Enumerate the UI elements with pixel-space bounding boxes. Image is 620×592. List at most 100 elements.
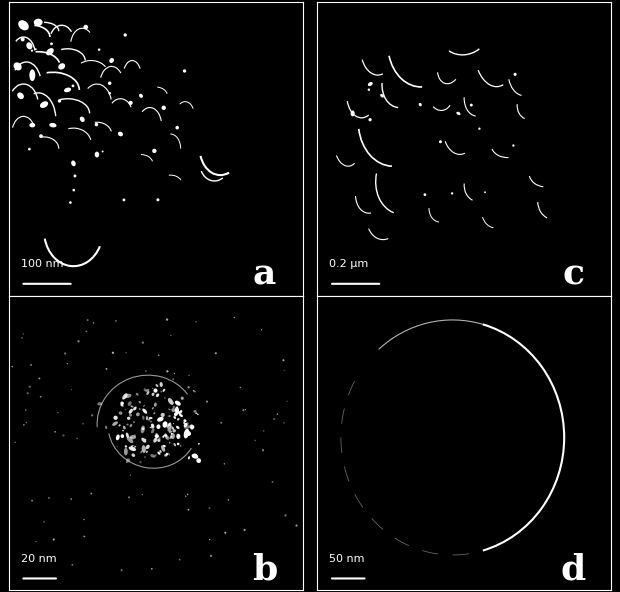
Ellipse shape [118,411,123,415]
Circle shape [188,375,190,376]
Ellipse shape [153,413,156,414]
Circle shape [185,496,187,497]
Circle shape [84,25,88,30]
Circle shape [156,433,157,435]
Ellipse shape [146,391,149,395]
Ellipse shape [192,453,197,458]
Ellipse shape [139,401,140,402]
Ellipse shape [154,403,157,407]
Ellipse shape [128,446,136,451]
Circle shape [35,48,37,50]
Circle shape [145,370,147,372]
Circle shape [283,369,285,371]
Text: b: b [252,553,277,587]
Ellipse shape [151,425,154,428]
Circle shape [112,352,114,354]
Ellipse shape [170,436,172,438]
Text: 50 nm: 50 nm [329,554,365,564]
Circle shape [512,144,515,147]
Circle shape [187,509,190,511]
Ellipse shape [155,434,159,438]
Circle shape [158,355,159,356]
Ellipse shape [151,429,154,433]
Ellipse shape [186,422,188,425]
Ellipse shape [176,433,181,439]
Ellipse shape [180,410,182,413]
Circle shape [86,331,87,332]
Circle shape [172,378,174,380]
Circle shape [43,521,45,523]
Ellipse shape [139,94,143,98]
Ellipse shape [164,434,167,437]
Text: a: a [253,258,276,292]
Ellipse shape [174,416,176,419]
Circle shape [166,370,169,372]
Ellipse shape [159,382,163,387]
Ellipse shape [161,391,162,392]
Ellipse shape [80,117,85,122]
Circle shape [470,104,473,107]
Circle shape [170,335,172,336]
Ellipse shape [126,433,129,438]
Ellipse shape [162,389,166,392]
Ellipse shape [134,434,136,437]
Ellipse shape [33,19,43,26]
Ellipse shape [153,437,157,443]
Circle shape [296,525,298,527]
Ellipse shape [143,408,147,414]
Circle shape [139,401,141,403]
Ellipse shape [162,435,164,438]
Ellipse shape [350,111,355,117]
Circle shape [102,150,104,153]
Ellipse shape [133,421,135,423]
Circle shape [29,385,31,388]
Circle shape [30,364,32,366]
Ellipse shape [184,419,187,422]
Ellipse shape [185,431,191,436]
Circle shape [151,568,153,570]
Ellipse shape [153,454,156,458]
Circle shape [172,402,174,403]
Ellipse shape [169,430,172,433]
Ellipse shape [188,456,190,459]
Circle shape [67,363,68,364]
Ellipse shape [174,416,176,418]
Ellipse shape [162,422,167,427]
Ellipse shape [156,384,158,387]
Ellipse shape [150,454,154,458]
Circle shape [91,493,92,494]
Circle shape [478,127,481,130]
Circle shape [123,198,125,201]
Ellipse shape [123,426,126,430]
Ellipse shape [141,437,146,443]
Ellipse shape [142,427,144,430]
Circle shape [23,424,25,426]
Ellipse shape [131,453,135,457]
Circle shape [285,514,286,517]
Circle shape [64,352,66,355]
Circle shape [174,373,175,374]
Circle shape [11,366,13,368]
Ellipse shape [126,424,129,426]
Ellipse shape [176,408,179,413]
Circle shape [144,456,146,458]
Circle shape [28,148,31,150]
Ellipse shape [151,426,154,429]
Circle shape [98,49,100,51]
Circle shape [71,498,72,500]
Ellipse shape [109,58,114,63]
Circle shape [14,442,16,443]
Circle shape [131,437,133,438]
Ellipse shape [173,406,175,408]
Ellipse shape [157,417,164,422]
Circle shape [128,496,130,498]
Circle shape [215,352,217,354]
Ellipse shape [125,445,127,448]
Ellipse shape [168,415,171,417]
Ellipse shape [167,426,169,427]
Circle shape [484,191,486,193]
Ellipse shape [169,426,173,429]
Ellipse shape [181,397,184,400]
Circle shape [187,386,190,388]
Ellipse shape [146,451,148,453]
